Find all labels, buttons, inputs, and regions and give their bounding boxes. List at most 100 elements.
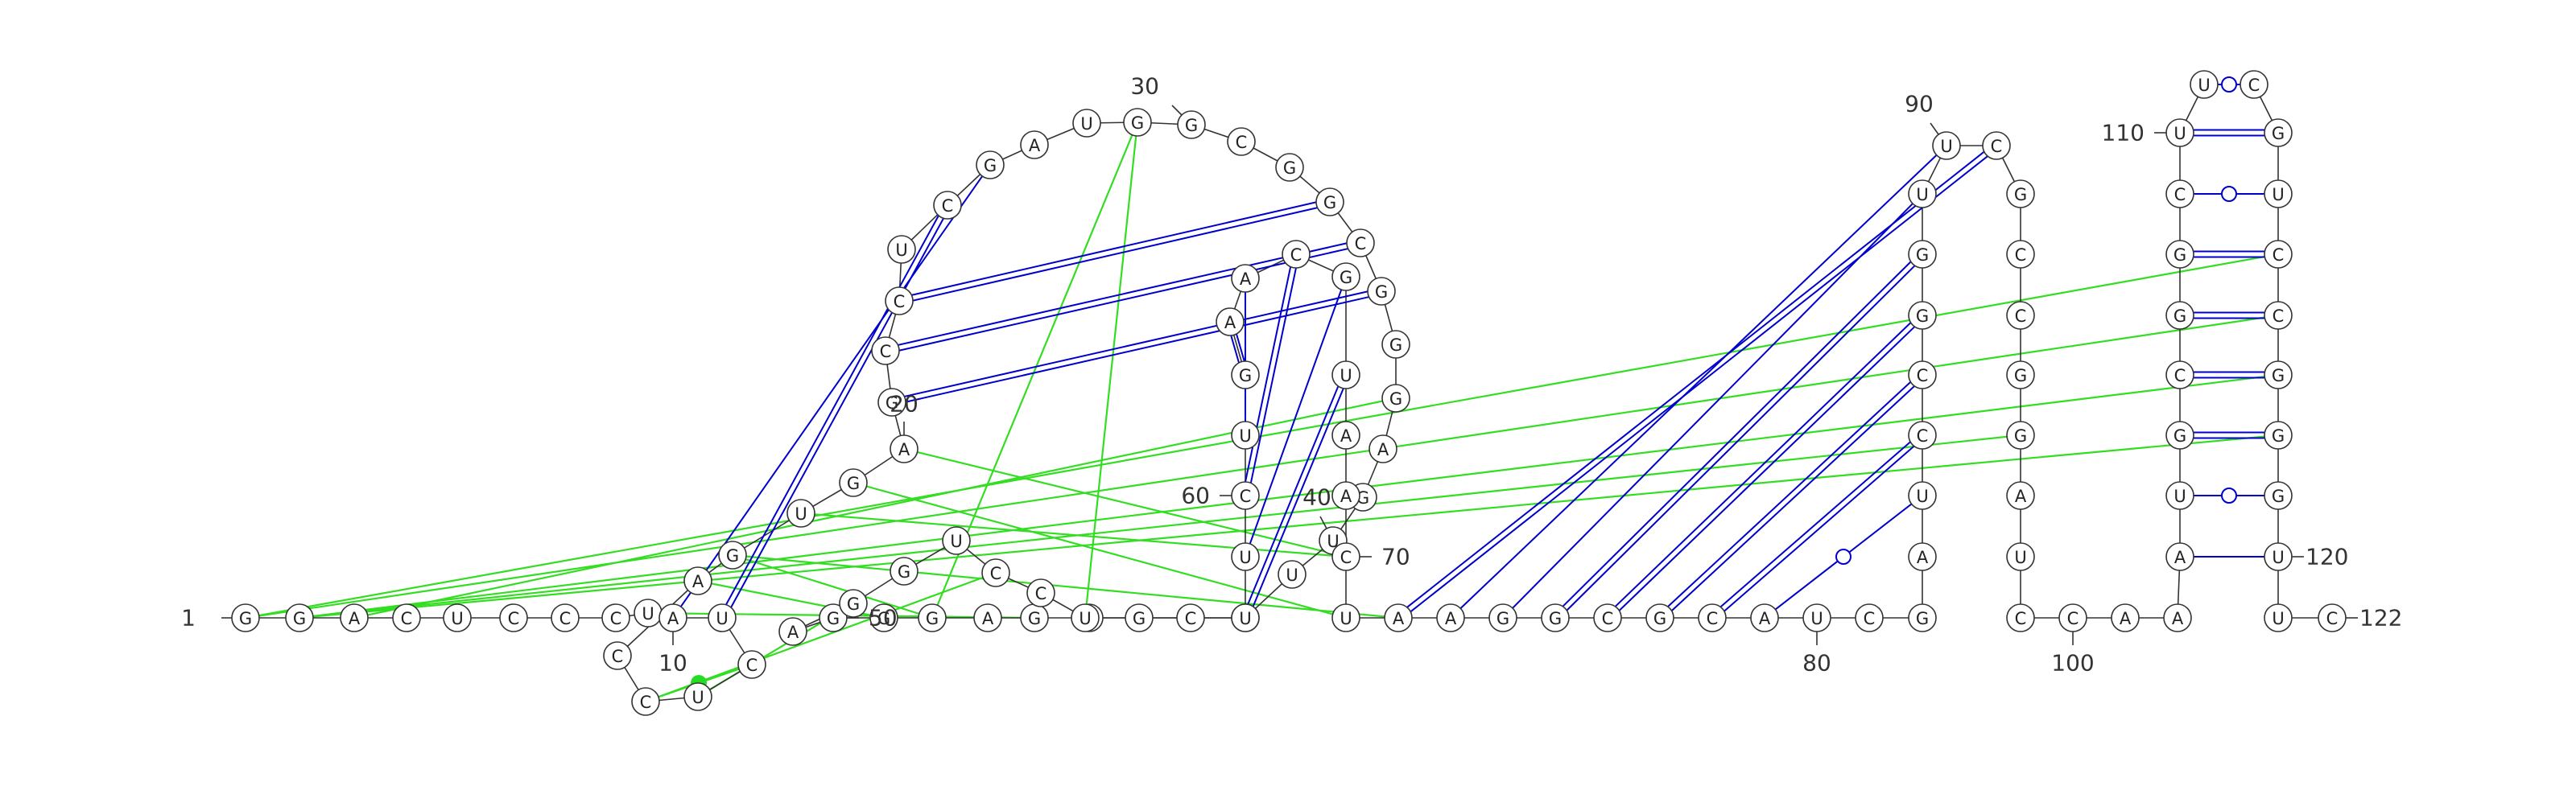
watson-crick-pair-line bbox=[1410, 155, 1988, 612]
nucleotide-letter: C bbox=[401, 609, 413, 628]
nucleotide-letter: G bbox=[1239, 366, 1252, 385]
nucleotide-circle bbox=[2006, 603, 2035, 632]
nucleotide-circle bbox=[1541, 603, 1570, 632]
nucleotide-circle bbox=[1908, 360, 1937, 389]
nucleotide: U bbox=[2006, 542, 2035, 571]
nucleotide: U bbox=[443, 603, 472, 632]
nucleotide-letter: U bbox=[716, 609, 728, 628]
tick-layer bbox=[221, 105, 2358, 645]
nucleotide-circle bbox=[631, 687, 660, 716]
nucleotide-circle bbox=[1367, 277, 1396, 306]
nucleotide: C bbox=[1026, 578, 1055, 607]
pseudoknot-interaction-line bbox=[903, 447, 1347, 558]
nucleotide-circle bbox=[1231, 421, 1260, 450]
nucleotide: G bbox=[1315, 187, 1344, 216]
nucleotide: C bbox=[1282, 240, 1311, 269]
position-label: 122 bbox=[2359, 605, 2402, 632]
nucleotide-letter: C bbox=[2174, 366, 2186, 385]
nucleotide: U bbox=[2264, 603, 2293, 632]
nucleotide: G bbox=[1020, 603, 1049, 632]
nucleotide-circle bbox=[2006, 421, 2035, 450]
nucleotide-letter: C bbox=[1602, 609, 1614, 628]
watson-crick-pair-line bbox=[899, 248, 1348, 352]
watson-crick-pair-line bbox=[1667, 381, 1911, 607]
pseudoknot-interaction-line bbox=[299, 434, 2279, 619]
nucleotide: G bbox=[839, 468, 868, 497]
nucleotide: C bbox=[601, 603, 630, 632]
pseudoknot-interaction-line bbox=[1084, 121, 1139, 619]
nucleotide-circle bbox=[2165, 360, 2194, 389]
nucleotide-circle bbox=[1346, 228, 1375, 257]
nucleotide-letter: U bbox=[1286, 566, 1298, 585]
nucleotide: A bbox=[658, 603, 687, 632]
nucleotide-letter: C bbox=[2248, 76, 2260, 95]
nucleotide: U bbox=[708, 603, 737, 632]
nucleotide-letter: U bbox=[1340, 366, 1352, 385]
nucleotide-circle bbox=[1802, 603, 1831, 632]
nucleotide-circle bbox=[285, 603, 314, 632]
nucleotide-circle bbox=[443, 603, 472, 632]
nucleotide-letter: G bbox=[1340, 268, 1352, 287]
nucleotide-circle bbox=[2264, 118, 2293, 147]
nucleotide: A bbox=[2006, 481, 2035, 510]
nucleotide: C bbox=[1176, 603, 1205, 632]
nucleotide-letter: C bbox=[1340, 548, 1352, 567]
pseudoknot-interaction-line bbox=[299, 434, 2021, 619]
nucleotide: G bbox=[2264, 481, 2293, 510]
nucleotide-letter: A bbox=[349, 609, 361, 628]
base-pair-line bbox=[679, 175, 984, 607]
nucleotide-letter: U bbox=[1916, 185, 1928, 204]
nucleotide-circle bbox=[231, 603, 260, 632]
nucleotide-circle bbox=[890, 434, 919, 463]
nucleotide-circle bbox=[718, 541, 747, 570]
position-label: 80 bbox=[1802, 650, 1831, 677]
nucleotide-letter: C bbox=[1355, 234, 1367, 253]
nucleotide: C bbox=[981, 558, 1010, 587]
nucleotide: A bbox=[778, 617, 807, 646]
nucleotide: G bbox=[1488, 603, 1517, 632]
nucleotide-letter: A bbox=[1393, 609, 1405, 628]
nucleotide-circle bbox=[778, 617, 807, 646]
nucleotide: A bbox=[1368, 434, 1397, 463]
nucleotide: U bbox=[1231, 603, 1260, 632]
nucleotide-circle bbox=[2006, 542, 2035, 571]
nucleotide: A bbox=[340, 603, 369, 632]
nucleotide-letter: C bbox=[2174, 185, 2186, 204]
nucleotide-letter: A bbox=[1340, 426, 1352, 446]
nucleotide: C bbox=[1227, 127, 1256, 156]
nucleotide: A bbox=[973, 603, 1002, 632]
pseudoknot-layer bbox=[245, 121, 2279, 703]
nucleotide-letter: G bbox=[827, 609, 840, 628]
nucleotide-letter: G bbox=[293, 609, 306, 628]
nucleotide-letter: C bbox=[894, 292, 906, 311]
nucleotide-circle bbox=[683, 566, 712, 595]
nucleotide: G bbox=[1331, 262, 1360, 291]
nucleotide-letter: C bbox=[990, 564, 1002, 583]
nucleotide-letter: G bbox=[886, 393, 898, 413]
nucleotide-circle bbox=[2165, 301, 2194, 330]
nucleotide-letter: G bbox=[847, 474, 860, 493]
nucleotide-letter: G bbox=[1028, 609, 1041, 628]
nucleotide: A bbox=[2165, 542, 2194, 571]
nucleotide-circle bbox=[2264, 481, 2293, 510]
nucleotide-circle bbox=[839, 468, 868, 497]
nucleotide-letter: U bbox=[2272, 609, 2284, 628]
nucleotide: C bbox=[1982, 131, 2011, 160]
nucleotide-letter: G bbox=[926, 609, 939, 628]
watson-crick-pair-line bbox=[1230, 335, 1240, 363]
nucleotide-circle bbox=[2264, 542, 2293, 571]
nucleotide-circle bbox=[1123, 108, 1152, 137]
nucleotide: C bbox=[1346, 228, 1375, 257]
nucleotide-letter: G bbox=[1916, 307, 1929, 326]
nucleotide: A bbox=[1908, 542, 1937, 571]
nucleotide-letter: A bbox=[692, 572, 704, 591]
nucleotide-letter: C bbox=[508, 609, 520, 628]
nucleotide-letter: A bbox=[898, 440, 910, 459]
nucleotide-letter: U bbox=[2174, 124, 2186, 143]
nucleotide: G bbox=[1908, 603, 1937, 632]
nucleotide-circle bbox=[1071, 603, 1100, 632]
position-label: 20 bbox=[890, 391, 919, 418]
nucleotide-letter: U bbox=[1080, 114, 1092, 134]
watson-crick-pair-line bbox=[1724, 446, 1915, 612]
nucleotide-circle bbox=[1436, 603, 1465, 632]
